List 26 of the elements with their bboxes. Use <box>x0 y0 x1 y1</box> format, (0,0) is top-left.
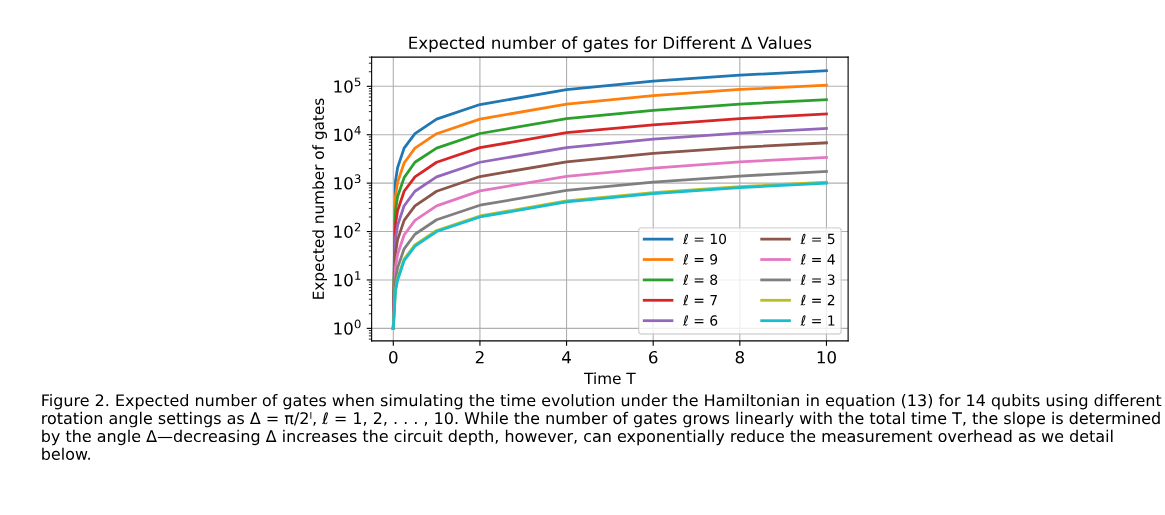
legend-label: ℓ = 8 <box>682 274 718 285</box>
caption: Figure 2. Expected number of gates when simulating the time evolution under the Hamiltonian in equation (13) for 14 qubits using different rotation angle settings as Δ = π/2ˡ, ℓ = 1, 2, . . . , 10. While the number of gates grows linearly with the total time T, the slope is determined by the angle Δ—decreasing Δ increases the circuit depth, however, can exponentially reduce the measurement overhead as we detail below. <box>42 393 1162 460</box>
legend-label: ℓ = 5 <box>800 233 835 245</box>
x-tick-label: 8 <box>735 350 744 364</box>
y-tick-label: 10$^{4}$ <box>334 126 361 142</box>
legend-label: ℓ = 2 <box>800 294 835 306</box>
x-tick-label: 4 <box>562 351 571 364</box>
x-tick-label: 6 <box>649 350 658 364</box>
legend-label: ℓ = 10 <box>682 233 727 245</box>
y-axis-title: Expected number of gates <box>312 98 328 299</box>
y-tick-label: 10$^{3}$ <box>334 174 361 190</box>
legend-label: ℓ = 6 <box>682 315 718 326</box>
legend-label: ℓ = 1 <box>800 315 835 326</box>
chart-title: Expected number of gates for Different Δ Values <box>409 36 812 53</box>
legend-label: ℓ = 7 <box>682 294 717 306</box>
x-tick-label: 0 <box>389 350 398 364</box>
y-tick-label: 10$^{5}$ <box>334 77 361 93</box>
legend-label: ℓ = 3 <box>800 274 835 285</box>
y-tick-label: 10$^{2}$ <box>334 222 361 238</box>
legend-label: ℓ = 4 <box>800 254 835 265</box>
legend-label: ℓ = 9 <box>682 254 718 265</box>
x-tick-label: 10 <box>817 350 836 364</box>
x-tick-label: 2 <box>475 350 484 364</box>
y-tick-label: 10$^{1}$ <box>334 271 361 287</box>
y-tick-label: 10$^{0}$ <box>334 319 361 335</box>
x-axis-title: Time T <box>584 372 636 385</box>
